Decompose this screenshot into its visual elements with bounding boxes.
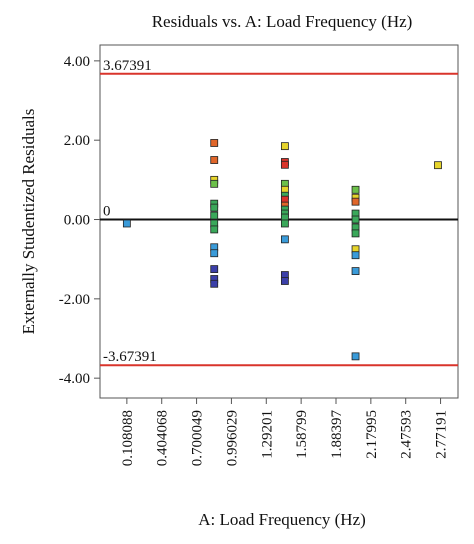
data-point <box>351 215 360 224</box>
y-tick-label: 2.00 <box>64 133 90 149</box>
y-tick-label: 4.00 <box>64 54 90 70</box>
y-tick-label: -4.00 <box>59 371 90 387</box>
data-point <box>210 249 219 258</box>
data-point <box>351 251 360 260</box>
data-point <box>280 277 289 285</box>
data-point <box>351 229 360 238</box>
data-point <box>210 139 219 147</box>
x-tick-label: 1.58799 <box>294 410 310 459</box>
data-point <box>210 203 219 212</box>
reference-line-label: 3.67391 <box>103 58 152 74</box>
data-point <box>210 265 219 273</box>
x-axis-label: A: Load Frequency (Hz) <box>198 510 366 529</box>
y-tick-label: 0.00 <box>64 213 90 229</box>
x-tick-label: 2.77191 <box>434 410 450 459</box>
y-axis-label: Externally Studentized Residuals <box>19 109 38 335</box>
data-point <box>351 185 360 194</box>
data-point <box>280 142 289 151</box>
data-point <box>280 219 289 228</box>
data-point <box>351 267 360 275</box>
data-point <box>210 211 219 220</box>
data-point <box>210 179 219 188</box>
x-tick-label: 2.17995 <box>364 410 380 459</box>
x-tick-label: 0.700049 <box>190 410 206 466</box>
data-point <box>122 219 131 228</box>
x-tick-label: 1.29201 <box>259 410 275 459</box>
data-point <box>351 352 360 361</box>
data-point <box>210 225 219 234</box>
data-point <box>280 160 289 169</box>
data-point <box>280 235 289 244</box>
data-point <box>351 197 360 206</box>
x-tick-label: 0.996029 <box>224 410 240 466</box>
x-tick-label: 0.108088 <box>120 410 136 466</box>
data-point <box>210 156 219 164</box>
x-tick-label: 1.88397 <box>329 410 345 459</box>
data-point <box>210 279 219 288</box>
plot-frame <box>99 44 459 399</box>
reference-line-label: 0 <box>103 204 111 220</box>
x-tick-label: 0.404068 <box>155 410 171 466</box>
plot-area: 4.00 2.00 0.00 -2.00 -4.00 0.108088 0.404068 0.… <box>59 44 459 466</box>
x-tick-label: 2.47593 <box>399 410 415 459</box>
y-tick-label: -2.00 <box>59 292 90 308</box>
reference-line-label: -3.67391 <box>103 349 157 365</box>
data-point <box>434 161 442 170</box>
chart-title: Residuals vs. A: Load Frequency (Hz) <box>152 12 413 31</box>
